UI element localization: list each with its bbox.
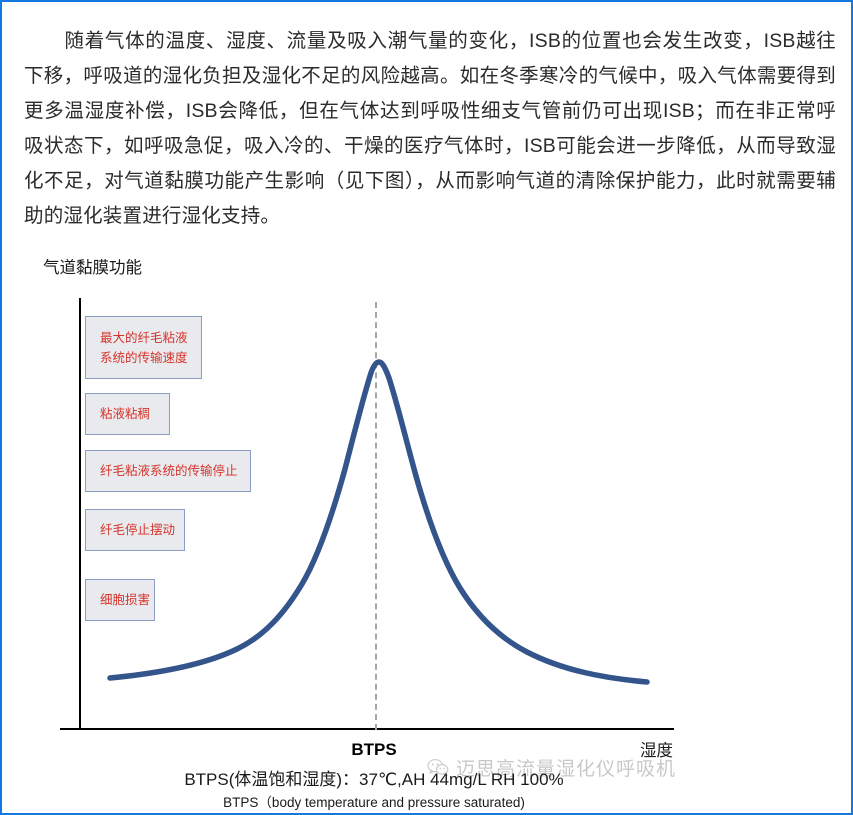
article-paragraph: 随着气体的温度、湿度、流量及吸入潮气量的变化，ISB的位置也会发生改变，ISB越… [24, 24, 836, 234]
btps-caption-chinese: BTPS(体温饱和湿度)：37℃,AH 44mg/L RH 100% [184, 770, 564, 789]
humidity-mucosa-figure: 气道黏膜功能 湿度 最大的纤毛粘液 系统的传输速度 粘液粘稠 纤毛粘液系统的传输… [2, 254, 851, 813]
y-axis-title: 气道黏膜功能 [43, 259, 142, 277]
y-axis-line [79, 298, 81, 730]
x-axis-title: 湿度 [640, 742, 673, 760]
btps-peak-label: BTPS [351, 740, 397, 759]
annotation-box-transport-stops: 纤毛粘液系统的传输停止 [85, 450, 251, 492]
annotation-line-1: 纤毛停止摆动 [100, 523, 176, 537]
paragraph-text: 随着气体的温度、湿度、流量及吸入潮气量的变化，ISB的位置也会发生改变，ISB越… [24, 30, 836, 227]
annotation-line-2: 系统的传输速度 [100, 350, 188, 365]
annotation-line-1: 最大的纤毛粘液 [100, 330, 188, 345]
btps-caption-english: BTPS（body temperature and pressure satur… [223, 795, 525, 810]
annotation-line-1: 细胞损害 [100, 593, 151, 607]
btps-marker-line [375, 302, 377, 730]
annotation-line-1: 粘液粘稠 [100, 407, 151, 421]
annotation-box-thick-mucus: 粘液粘稠 [85, 393, 170, 435]
annotation-line-1: 纤毛粘液系统的传输停止 [100, 464, 238, 478]
annotation-box-cilia-stop-beating: 纤毛停止摆动 [85, 509, 185, 551]
annotation-box-max-mucociliary-speed: 最大的纤毛粘液 系统的传输速度 [85, 316, 202, 379]
x-axis-line [60, 728, 674, 730]
annotation-box-cell-damage: 细胞损害 [85, 579, 155, 621]
